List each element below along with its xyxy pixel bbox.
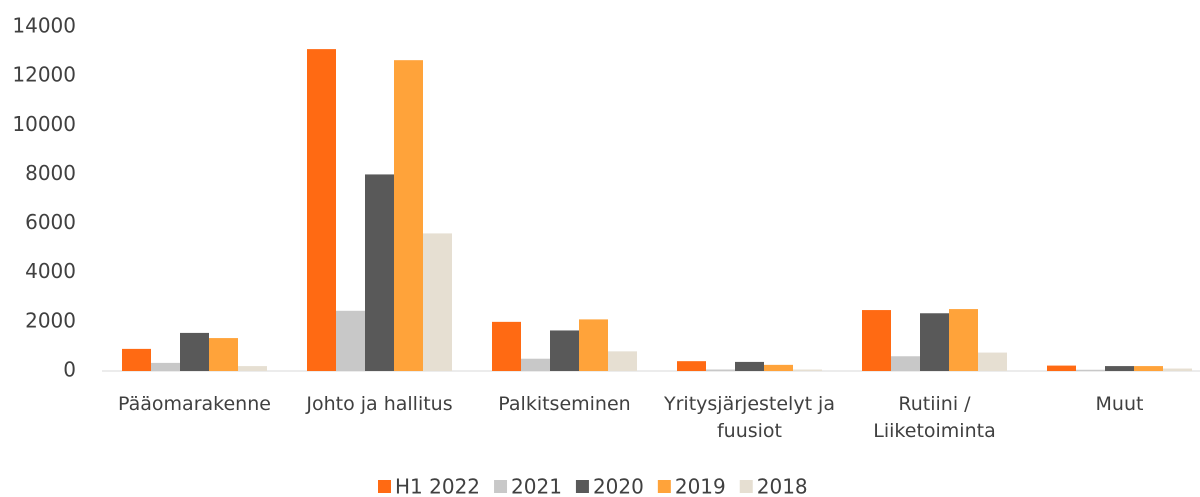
bar: [764, 364, 793, 371]
bar: [949, 309, 978, 371]
x-tick-label: Yritysjärjestelyt ja fuusiot: [664, 393, 835, 442]
bar: [122, 348, 151, 371]
y-tick-label: 6000: [25, 210, 76, 234]
bar: [180, 332, 209, 371]
bar: [793, 369, 822, 371]
legend-swatch: [657, 480, 671, 493]
legend-swatch: [494, 480, 508, 493]
bar: [608, 351, 637, 371]
legend-label: 2020: [593, 475, 644, 497]
bar: [1076, 369, 1105, 371]
y-tick-label: 12000: [12, 63, 76, 87]
bar: [978, 352, 1007, 371]
bar: [862, 310, 891, 371]
legend-label: 2019: [675, 475, 726, 497]
legend-label: H1 2022: [395, 475, 480, 497]
bar: [550, 330, 579, 371]
bar: [920, 313, 949, 371]
bar: [151, 362, 180, 371]
bar: [209, 338, 238, 371]
y-tick-label: 2000: [25, 308, 76, 332]
legend-swatch: [378, 480, 391, 493]
bar: [677, 361, 706, 371]
y-tick-label: 14000: [12, 14, 76, 38]
y-tick-label: 8000: [25, 161, 76, 185]
legend-swatch: [739, 480, 753, 493]
bar: [336, 310, 365, 371]
bar: [579, 319, 608, 371]
bar: [706, 369, 735, 371]
bar: [1163, 368, 1192, 371]
bar: [365, 174, 394, 371]
bar: [1047, 365, 1076, 371]
bar: [735, 361, 764, 371]
bar: [1134, 366, 1163, 371]
bar: [394, 60, 423, 372]
bar: [891, 356, 920, 371]
x-tick-label: Palkitseminen: [498, 393, 631, 415]
y-tick-label: 0: [63, 358, 76, 382]
legend-swatch: [575, 480, 589, 493]
y-tick-label: 10000: [12, 112, 76, 136]
x-tick-label: Pääomarakenne: [118, 393, 271, 415]
x-tick-label: Muut: [1095, 393, 1144, 415]
bar: [307, 49, 336, 371]
x-tick-label: Rutiini / Liiketoiminta: [873, 393, 996, 442]
bar: [423, 233, 452, 371]
bar: [521, 358, 550, 371]
bar: [492, 321, 521, 371]
x-tick-label: Johto ja hallitus: [306, 393, 453, 415]
y-tick-label: 4000: [25, 259, 76, 283]
legend-label: 2021: [511, 475, 562, 497]
bar: [1105, 366, 1134, 371]
bar: [238, 366, 267, 371]
legend-label: 2018: [757, 475, 808, 497]
